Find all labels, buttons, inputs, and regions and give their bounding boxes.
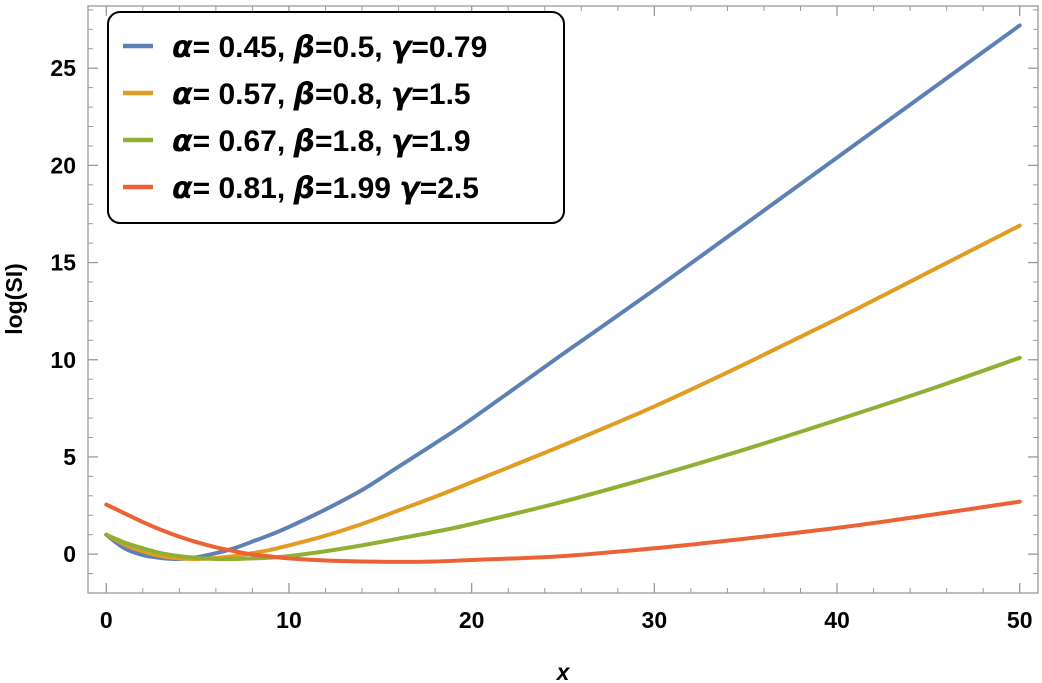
legend-value-text: = 0.67, (193, 125, 294, 158)
legend-greek-symbol: α (172, 124, 193, 159)
y-axis-label: log(SI) (1, 263, 27, 335)
legend-value-text: =1.8, (315, 125, 391, 158)
y-tick-label: 5 (63, 444, 76, 470)
x-tick-label: 50 (1007, 607, 1033, 633)
legend-greek-symbol: β (293, 77, 315, 112)
legend-value-text: =0.8, (315, 78, 391, 111)
legend-value-text: =0.79 (411, 31, 487, 64)
x-tick-label: 0 (100, 607, 113, 633)
minor-ticks (88, 6, 1038, 593)
legend-value-text: = 0.81, (193, 172, 294, 205)
legend-label-3: α= 0.67, β=1.8, γ=1.9 (172, 124, 471, 159)
legend-value-text: =1.9 (411, 125, 470, 158)
legend-value-text: =2.5 (420, 172, 479, 205)
y-tick-label: 10 (50, 347, 76, 373)
legend-greek-symbol: β (293, 30, 315, 65)
x-tick-label: 20 (459, 607, 485, 633)
legend-value-text: =1.99 (315, 172, 399, 205)
legend-greek-symbol: γ (399, 171, 422, 206)
x-tick-label: 40 (824, 607, 850, 633)
legend-greek-symbol: β (293, 124, 315, 159)
legend-box (107, 11, 565, 224)
series-lines (104, 23, 1022, 564)
y-axis-ticks: 0 5 10 15 20 25 (50, 55, 1038, 567)
legend-label-2: α= 0.57, β=0.8, γ=1.5 (172, 77, 471, 112)
legend: α= 0.45, β=0.5, γ=0.79α= 0.57, β=0.8, γ=… (107, 11, 565, 224)
x-axis-label: x (555, 659, 571, 683)
legend-label-1: α= 0.45, β=0.5, γ=0.79 (172, 30, 487, 65)
legend-greek-symbol: α (172, 30, 193, 65)
legend-greek-symbol: α (172, 77, 193, 112)
plot-frame (87, 5, 1039, 594)
legend-value-text: = 0.45, (193, 31, 294, 64)
x-tick-label: 30 (642, 607, 668, 633)
legend-greek-symbol: γ (391, 124, 414, 159)
legend-value-text: =1.5 (411, 78, 470, 111)
y-tick-label: 15 (50, 250, 76, 276)
legend-greek-symbol: γ (391, 77, 414, 112)
y-tick-label: 25 (50, 55, 76, 81)
legend-value-text: = 0.57, (193, 78, 294, 111)
series-line-4 (104, 499, 1022, 564)
legend-label-4: α= 0.81, β=1.99 γ=2.5 (172, 171, 479, 206)
legend-greek-symbol: γ (391, 30, 414, 65)
legend-greek-symbol: β (293, 171, 315, 206)
legend-greek-symbol: α (172, 171, 193, 206)
x-axis-ticks: 0 10 20 30 40 50 (100, 6, 1033, 633)
y-tick-label: 0 (63, 541, 76, 567)
legend-value-text: =0.5, (315, 31, 391, 64)
series-line-3 (104, 355, 1022, 562)
series-line-2 (104, 223, 1022, 562)
x-tick-label: 10 (276, 607, 302, 633)
y-tick-label: 20 (50, 152, 76, 178)
